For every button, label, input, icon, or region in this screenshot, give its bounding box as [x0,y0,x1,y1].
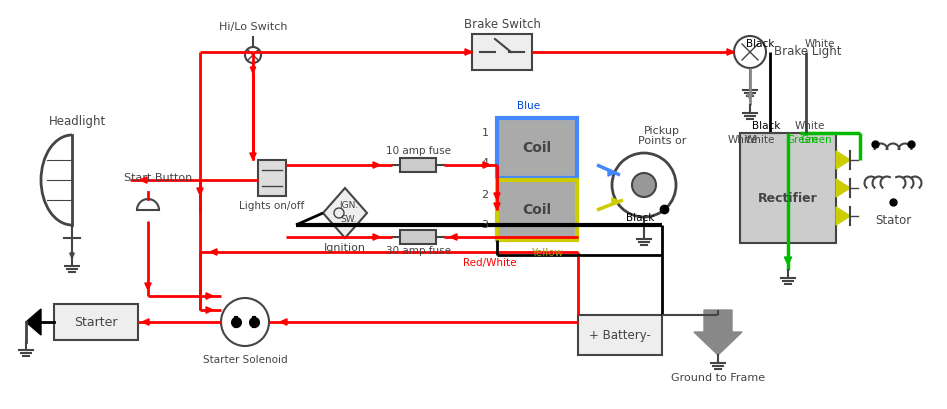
Polygon shape [210,249,217,255]
Polygon shape [727,49,734,55]
Polygon shape [493,203,500,210]
Text: White: White [805,39,835,49]
Polygon shape [608,170,615,176]
Polygon shape [465,49,472,55]
Polygon shape [197,188,204,195]
Polygon shape [483,162,490,168]
Text: White: White [795,121,825,131]
Polygon shape [26,309,41,335]
Text: Hi/Lo Switch: Hi/Lo Switch [219,22,287,32]
Text: Coil: Coil [523,203,551,217]
FancyBboxPatch shape [578,315,662,355]
Text: White: White [727,135,758,145]
Text: Yellow: Yellow [531,248,563,258]
Polygon shape [612,198,619,204]
Text: IGN.: IGN. [339,202,359,211]
Polygon shape [373,162,380,168]
Polygon shape [206,293,213,299]
Polygon shape [694,310,742,355]
FancyBboxPatch shape [497,180,577,240]
Polygon shape [747,94,753,100]
FancyBboxPatch shape [400,230,436,244]
Text: Starter: Starter [74,315,117,328]
Text: 10 amp fuse: 10 amp fuse [385,146,451,156]
Text: Lights on/off: Lights on/off [240,201,305,211]
Text: Blue: Blue [517,101,541,111]
Text: + Battery-: + Battery- [589,328,651,342]
Polygon shape [145,283,152,290]
Text: Red/White: Red/White [463,258,517,268]
Text: 4: 4 [481,158,489,168]
Text: Green: Green [800,135,831,145]
Text: Start Button: Start Button [124,173,192,183]
FancyBboxPatch shape [740,133,836,243]
Polygon shape [450,234,457,240]
Polygon shape [140,177,147,183]
Polygon shape [250,153,256,160]
Text: Headlight: Headlight [48,115,106,128]
Text: 30 amp fuse: 30 amp fuse [385,246,451,256]
Polygon shape [280,319,287,325]
Text: Black: Black [752,121,780,131]
Text: Ground to Frame: Ground to Frame [670,373,765,383]
FancyBboxPatch shape [400,158,436,172]
Text: Ignition: Ignition [324,243,366,253]
Polygon shape [250,67,256,73]
Polygon shape [836,151,850,169]
Text: Brake Light: Brake Light [774,45,842,58]
Text: 2: 2 [481,190,489,200]
Polygon shape [836,207,850,225]
Text: Black: Black [746,39,775,49]
Polygon shape [836,179,850,197]
Text: Points or: Points or [638,136,687,146]
Polygon shape [206,307,213,313]
Text: Starter Solenoid: Starter Solenoid [203,355,287,365]
Text: SW.: SW. [341,216,357,225]
Polygon shape [323,188,367,238]
Polygon shape [493,193,500,200]
Text: 3: 3 [481,220,489,230]
Text: White: White [744,135,776,145]
Polygon shape [373,234,380,240]
Text: Stator: Stator [875,213,911,227]
Text: Rectifier: Rectifier [759,191,818,204]
Text: Green: Green [786,135,818,145]
Text: Pickup: Pickup [644,126,680,136]
Polygon shape [70,253,74,258]
Text: Brake Switch: Brake Switch [464,18,541,31]
Circle shape [632,173,656,197]
Text: 1: 1 [481,128,489,138]
Text: Black: Black [626,213,654,223]
FancyBboxPatch shape [472,34,532,70]
FancyBboxPatch shape [258,160,286,196]
FancyBboxPatch shape [497,118,577,178]
Polygon shape [142,319,149,325]
Polygon shape [784,257,792,265]
FancyBboxPatch shape [54,304,138,340]
Text: Coil: Coil [523,141,551,155]
